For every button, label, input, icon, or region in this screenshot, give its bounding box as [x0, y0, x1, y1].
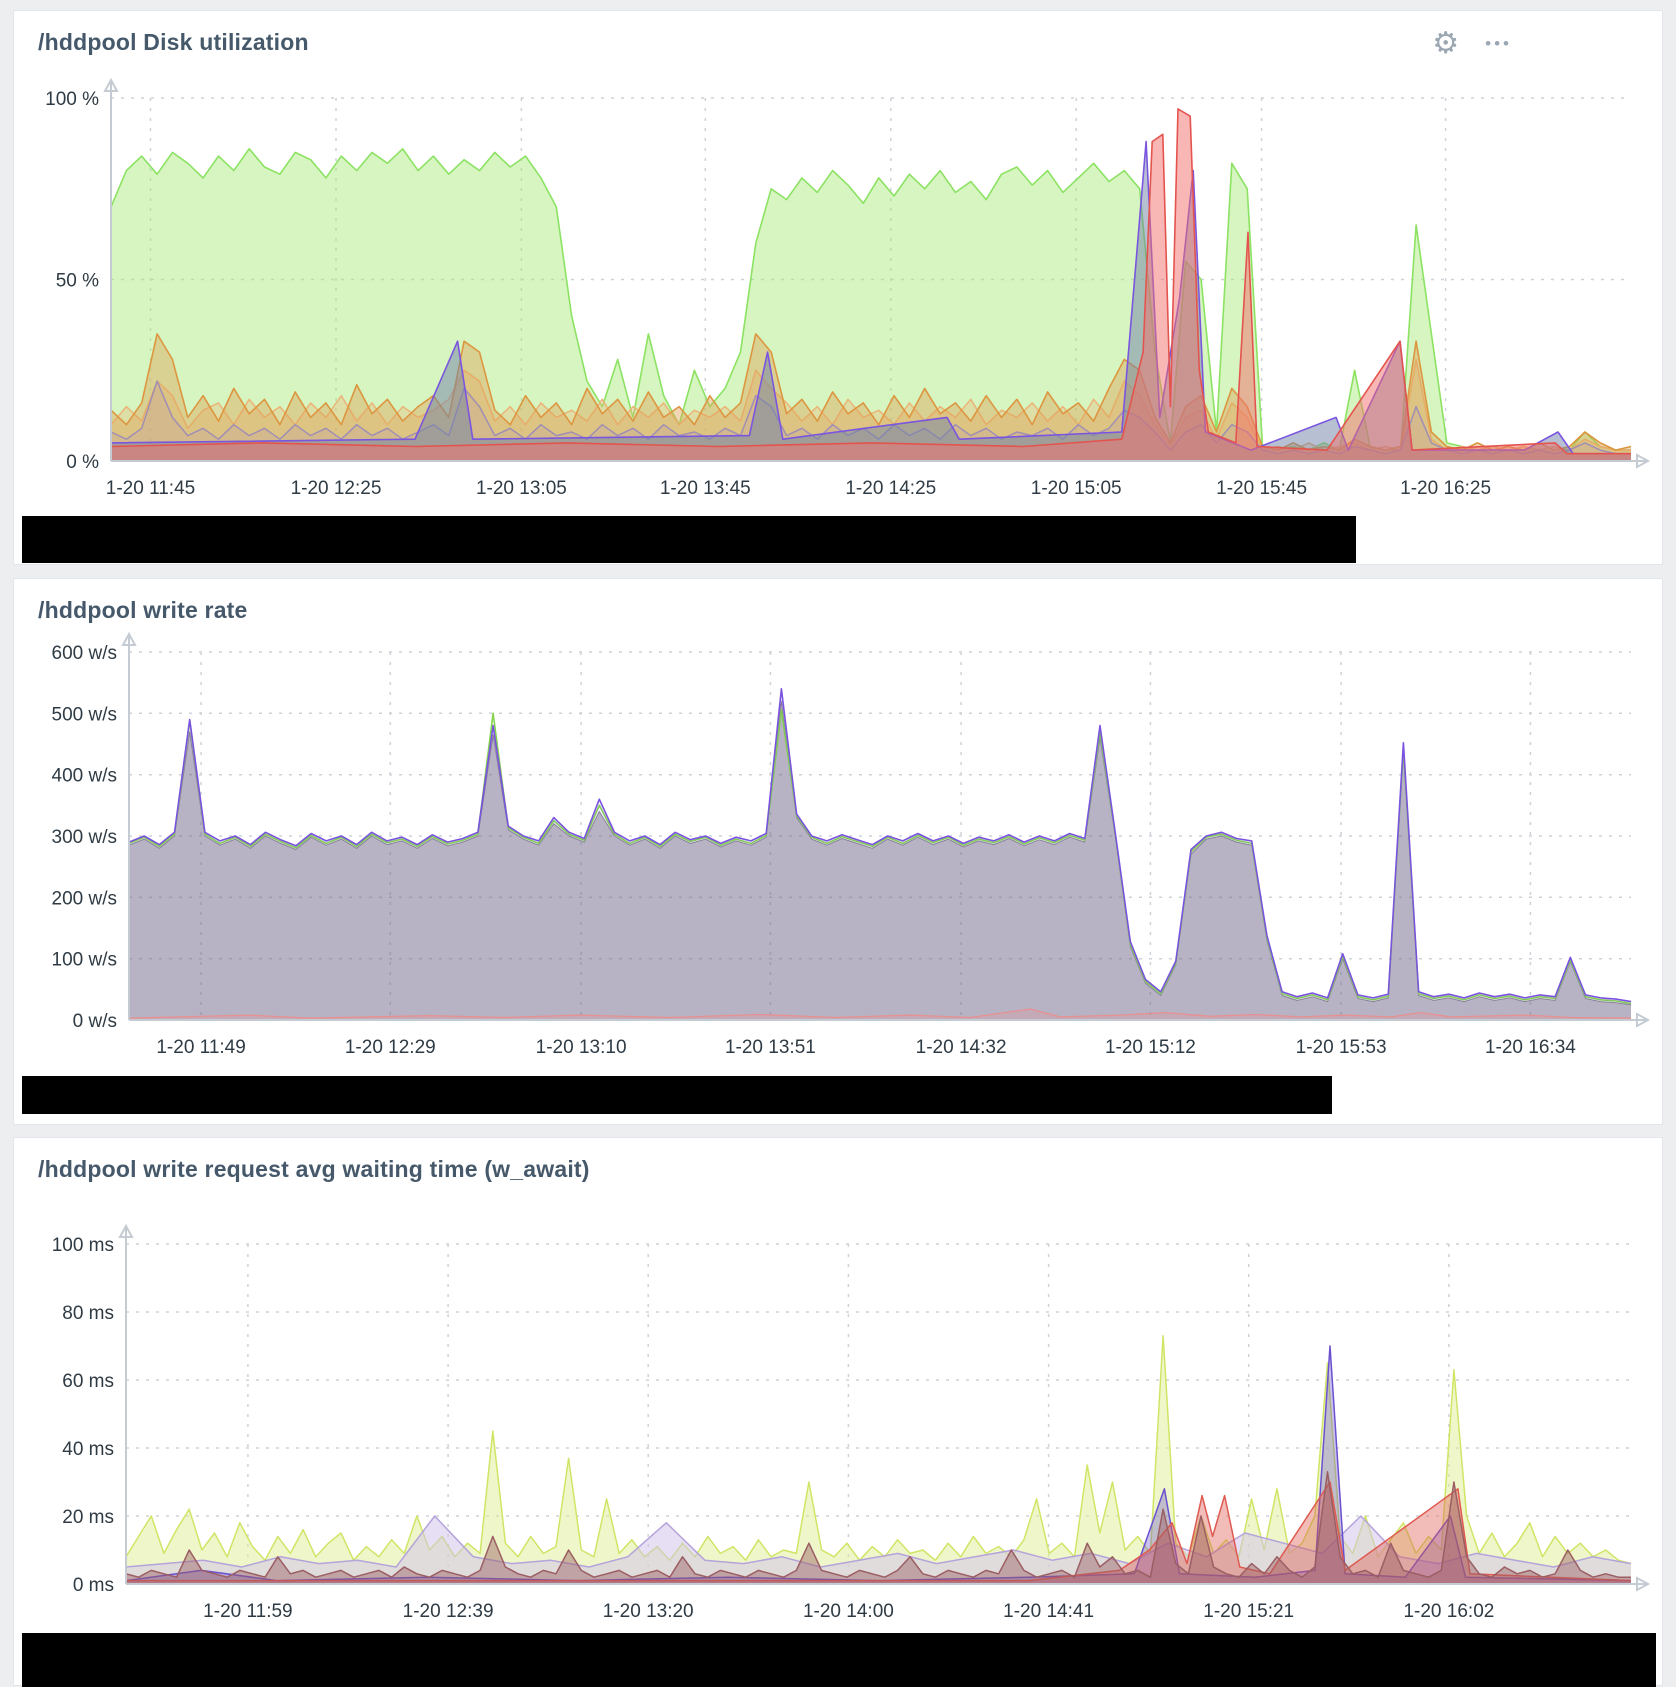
x-tick-label: 1-20 16:02: [1403, 1601, 1494, 1622]
x-tick-label: 1-20 15:12: [1105, 1037, 1196, 1058]
x-axis-arrow-icon: [1636, 453, 1651, 469]
panel-title: /hddpool Disk utilization: [38, 29, 309, 55]
gear-icon[interactable]: ⚙: [1432, 27, 1460, 60]
redacted-legend: [22, 1633, 1656, 1687]
x-tick-label: 1-20 13:10: [536, 1037, 627, 1058]
series-area-disk-red-utilization: [111, 108, 1631, 462]
y-tick-label: 100 %: [45, 89, 99, 110]
x-tick-label: 1-20 14:00: [803, 1601, 894, 1622]
series-area-wait-yellowgreen-area: [126, 1335, 1631, 1584]
redacted-legend: [22, 516, 1356, 563]
y-axis-arrow-icon: [121, 631, 137, 646]
x-tick-label: 1-20 13:20: [603, 1601, 694, 1622]
x-tick-label: 1-20 16:25: [1400, 478, 1491, 499]
redacted-legend: [22, 1076, 1332, 1114]
series-area-write-rate-gray-area: [129, 701, 1631, 1020]
panel-title: /hddpool write rate: [38, 597, 248, 623]
y-tick-label: 200 w/s: [52, 888, 117, 909]
y-tick-label: 40 ms: [62, 1439, 114, 1460]
y-axis-arrow-icon: [118, 1223, 134, 1238]
x-tick-label: 1-20 12:39: [403, 1601, 494, 1622]
chart-canvas: 600 w/s 500 w/s 400 w/s 300 w/s 200 w/s 100 w…: [52, 631, 1651, 1058]
y-tick-label: 600 w/s: [52, 643, 117, 664]
y-tick-label: 400 w/s: [52, 766, 117, 787]
y-tick-label: 50 %: [56, 271, 99, 292]
x-tick-label: 1-20 14:32: [916, 1037, 1007, 1058]
x-tick-label: 1-20 16:34: [1485, 1037, 1576, 1058]
x-tick-label: 1-20 11:49: [156, 1037, 245, 1058]
x-tick-label: 1-20 13:05: [476, 478, 567, 499]
y-tick-label: 80 ms: [62, 1303, 114, 1324]
x-tick-label: 1-20 13:51: [725, 1037, 816, 1058]
x-tick-label: 1-20 15:45: [1216, 478, 1307, 499]
x-axis-arrow-icon: [1636, 1012, 1651, 1028]
series-area-write-rate-violet-line: [129, 688, 1631, 1020]
series-line-wait-maroon-area: [125, 1471, 1631, 1578]
x-tick-label: 1-20 11:59: [203, 1601, 292, 1622]
series-area-wait-maroon-area: [126, 1471, 1631, 1584]
x-tick-label: 1-20 14:25: [845, 478, 936, 499]
chart-canvas: 100 % 50 % 0 % 1-20 11:45 1-20 12:25 1-20 13:…: [45, 77, 1651, 499]
x-axis-arrow-icon: [1636, 1576, 1651, 1592]
panel-write-wait-time: /hddpool write request avg waiting time …: [13, 1137, 1663, 1687]
panel-write-rate: /hddpool write rate 600 w/s 500 w/s 400 w/…: [13, 578, 1663, 1125]
x-tick-label: 1-20 13:45: [660, 478, 751, 499]
series-line-disk-red-utilization: [110, 108, 1631, 455]
y-axis-arrow-icon: [103, 77, 119, 92]
y-tick-label: 0 w/s: [73, 1011, 117, 1032]
series-line-write-rate-green-line: [128, 709, 1632, 1005]
y-tick-label: 0 ms: [73, 1575, 114, 1596]
series-line-write-rate-red-line: [128, 1008, 1632, 1019]
x-tick-label: 1-20 15:53: [1296, 1037, 1387, 1058]
series-line-write-rate-violet-line: [128, 688, 1632, 1003]
series-area-wait-violet-line: [126, 1346, 1631, 1584]
y-tick-label: 0 %: [66, 452, 99, 473]
panel-title: /hddpool write request avg waiting time …: [38, 1156, 590, 1182]
series-area-wait-red-area: [126, 1482, 1631, 1584]
x-tick-label: 1-20 15:21: [1203, 1601, 1294, 1622]
y-tick-label: 100 w/s: [52, 950, 117, 971]
panel-disk-utilization: /hddpool Disk utilization ⚙ ••• 100 % 50 …: [13, 10, 1663, 565]
y-tick-label: 300 w/s: [52, 827, 117, 848]
series-line-wait-lavender-area: [125, 1515, 1632, 1568]
y-tick-label: 20 ms: [62, 1507, 114, 1528]
chart-canvas: 100 ms 80 ms 60 ms 40 ms 20 ms 0 ms 1-20 11:59…: [52, 1223, 1651, 1622]
series-line-write-rate-gray-area: [128, 700, 1632, 1006]
y-tick-label: 60 ms: [62, 1371, 114, 1392]
series-area-write-rate-red-line: [129, 1009, 1631, 1020]
x-tick-label: 1-20 12:29: [345, 1037, 436, 1058]
write-wait-chart[interactable]: 100 ms 80 ms 60 ms 40 ms 20 ms 0 ms 1-20 11:59…: [14, 1138, 1662, 1685]
x-tick-label: 1-20 15:05: [1031, 478, 1122, 499]
series-line-wait-red-area: [126, 1481, 1632, 1582]
more-options-icon[interactable]: •••: [1485, 34, 1512, 53]
write-rate-chart[interactable]: 600 w/s 500 w/s 400 w/s 300 w/s 200 w/s 100 w…: [14, 579, 1662, 1124]
y-tick-label: 500 w/s: [52, 704, 117, 725]
y-tick-label: 100 ms: [52, 1235, 114, 1256]
x-tick-label: 1-20 14:41: [1003, 1601, 1094, 1622]
disk-utilization-chart[interactable]: 100 % 50 % 0 % 1-20 11:45 1-20 12:25 1-20 13:…: [14, 11, 1662, 564]
x-tick-label: 1-20 12:25: [291, 478, 382, 499]
x-tick-label: 1-20 11:45: [106, 478, 195, 499]
